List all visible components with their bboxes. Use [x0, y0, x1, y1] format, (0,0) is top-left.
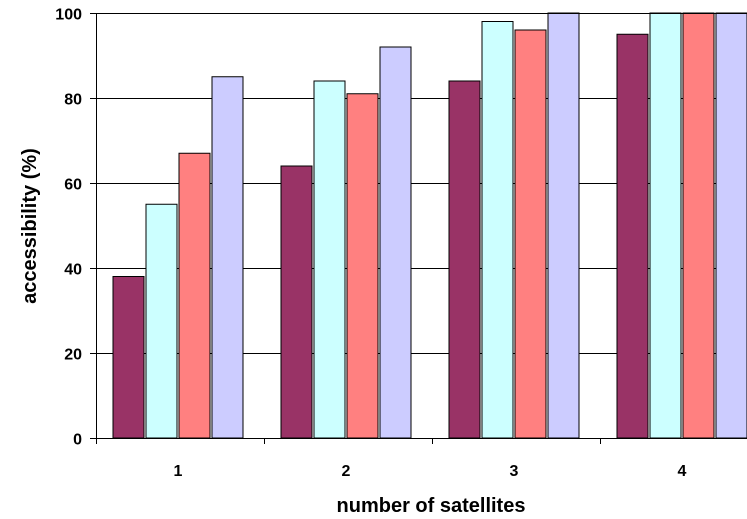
bar — [280, 165, 313, 439]
y-axis-title: accessibility (%) — [19, 148, 41, 304]
y-tick-label: 80 — [64, 92, 82, 109]
bar — [547, 12, 580, 439]
y-tick-label: 20 — [64, 347, 82, 364]
y-tick-label: 60 — [64, 177, 82, 194]
bar — [514, 29, 547, 439]
axes — [90, 13, 747, 444]
x-tick-label: 3 — [510, 463, 519, 480]
bar — [379, 46, 412, 439]
bar — [145, 203, 178, 439]
bar — [346, 93, 379, 439]
bar — [481, 21, 514, 439]
bar — [448, 80, 481, 439]
bar — [616, 33, 649, 439]
bars — [112, 12, 747, 439]
bar — [211, 76, 244, 439]
bar — [112, 276, 145, 439]
bar — [178, 152, 211, 439]
y-tick-label: 100 — [55, 7, 82, 24]
bar — [313, 80, 346, 439]
labels: 0 20 40 60 80 100 1 2 3 4 — [55, 7, 686, 481]
bar — [715, 12, 747, 439]
y-tick-label: 0 — [73, 432, 82, 449]
x-axis-title: number of satellites — [337, 495, 526, 517]
x-tick-label: 1 — [174, 463, 183, 480]
x-tick-label: 4 — [678, 463, 687, 480]
x-tick-label: 2 — [342, 463, 351, 480]
bar — [682, 12, 715, 439]
y-tick-label: 40 — [64, 262, 82, 279]
bar — [649, 12, 682, 439]
